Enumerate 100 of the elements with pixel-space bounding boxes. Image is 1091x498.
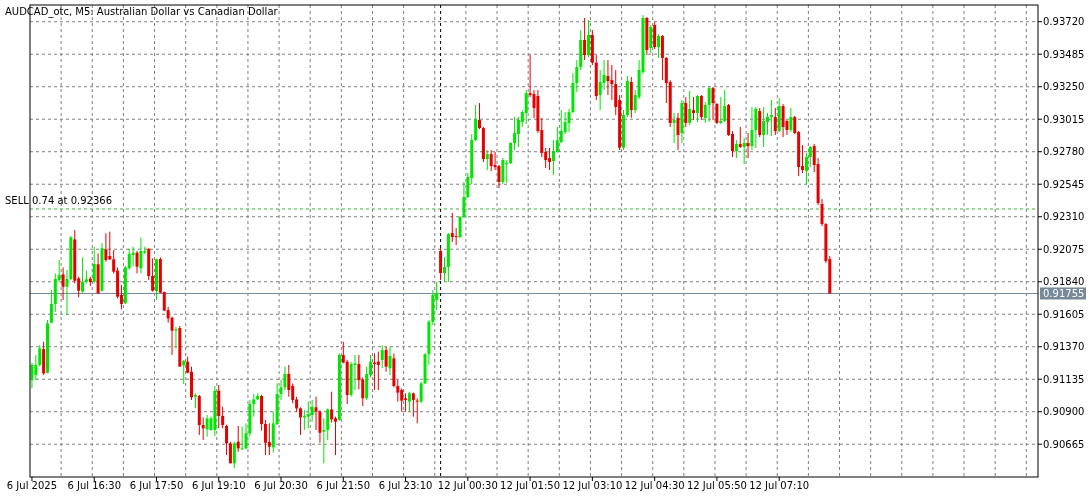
candlestick: [804, 152, 808, 186]
y-tick-label: 0.93720: [1043, 16, 1085, 28]
candlestick: [221, 406, 225, 429]
chart-title: AUDCAD_otc, M5: Australian Dollar vs Canadian Dollar: [5, 6, 279, 18]
candlestick: [773, 107, 777, 136]
candlestick: [501, 157, 505, 185]
candlestick: [746, 132, 750, 159]
candlestick: [711, 86, 715, 121]
candlestick: [388, 346, 392, 376]
candlestick: [376, 351, 380, 391]
candlestick: [750, 106, 754, 151]
candlestick: [649, 24, 653, 54]
candlestick: [766, 112, 770, 136]
y-tick-label: 0.93485: [1043, 48, 1085, 60]
x-tick-label: 12 Jul 04:30: [624, 480, 685, 491]
candlestick: [326, 407, 330, 441]
candlestick: [505, 159, 509, 184]
candlestick: [450, 212, 454, 243]
ref-line-label: 0.91755: [1043, 287, 1085, 299]
y-tick-label: 0.92310: [1043, 211, 1085, 223]
candlestick: [236, 425, 240, 453]
candlestick: [684, 96, 688, 128]
candlestick: [738, 126, 742, 149]
candlestick: [781, 103, 785, 138]
ref-line-label: SELL 0.74 at 0.92366: [5, 194, 113, 206]
candlestick: [586, 19, 590, 58]
candlestick: [548, 147, 552, 171]
candlestick: [267, 422, 271, 456]
candlestick: [263, 419, 267, 456]
y-tick-label: 0.93250: [1043, 81, 1085, 93]
candlestick: [513, 116, 517, 151]
candlestick: [34, 354, 38, 381]
candlestick: [509, 141, 513, 165]
x-tick-label: 12 Jul 00:30: [437, 480, 498, 491]
x-tick-label: 12 Jul 01:50: [500, 480, 561, 491]
candlestick: [49, 289, 53, 324]
candlestick: [298, 406, 302, 436]
candlestick: [61, 266, 65, 301]
candlestick: [439, 247, 443, 281]
candlestick: [139, 236, 143, 274]
y-tick-label: 0.93015: [1043, 113, 1085, 125]
candlestick: [742, 137, 746, 165]
x-tick-label: 12 Jul 05:50: [686, 480, 747, 491]
candlestick: [707, 86, 711, 123]
x-tick-label: 6 Jul 2025: [6, 480, 58, 491]
candlestick: [380, 344, 384, 369]
candlestick: [287, 364, 291, 398]
candlestick: [769, 99, 773, 137]
candlestick: [478, 102, 482, 130]
y-tick-label: 0.90665: [1043, 438, 1085, 450]
x-tick-label: 6 Jul 19:10: [191, 480, 246, 491]
candlestick: [225, 424, 229, 456]
candlestick: [754, 106, 758, 149]
x-tick-label: 6 Jul 17:50: [129, 480, 184, 491]
x-tick-label: 12 Jul 03:10: [562, 480, 623, 491]
candlestick: [676, 112, 680, 151]
x-tick-label: 6 Jul 16:30: [67, 480, 122, 491]
candlestick: [174, 326, 178, 349]
candlestick: [240, 426, 244, 451]
candlestick: [201, 416, 205, 441]
candlestick: [442, 256, 446, 283]
candlestick: [789, 107, 793, 133]
candlestick: [657, 33, 661, 59]
candlestick: [151, 257, 155, 293]
candlestick: [719, 96, 723, 125]
y-tick-label: 0.92780: [1043, 146, 1085, 158]
x-tick-label: 6 Jul 21:50: [316, 480, 371, 491]
candlestick: [92, 246, 96, 284]
y-tick-label: 0.91370: [1043, 341, 1085, 353]
x-tick-label: 6 Jul 20:30: [254, 480, 308, 491]
candlestick: [182, 359, 186, 385]
y-tick-label: 0.92545: [1043, 178, 1085, 190]
candlestick: [695, 94, 699, 123]
candlestick: [653, 21, 657, 50]
candlestick: [108, 231, 112, 261]
candlestick: [454, 227, 458, 246]
y-tick-label: 0.91135: [1043, 373, 1085, 385]
y-tick-label: 0.91605: [1043, 308, 1085, 320]
candlestick: [407, 391, 411, 413]
candlestick: [485, 149, 489, 171]
x-tick-label: 6 Jul 23:10: [378, 480, 433, 491]
candlestick: [808, 145, 812, 168]
candlestick: [762, 106, 766, 148]
y-tick-label: 0.90900: [1043, 406, 1085, 418]
candlestick: [310, 399, 314, 423]
candlestick: [104, 232, 108, 263]
candlestick: [400, 387, 404, 413]
candlestick: [672, 112, 676, 144]
candlestick: [415, 397, 419, 424]
candlestick: [489, 149, 493, 172]
candlestick: [38, 344, 42, 368]
candlestick: [474, 104, 478, 142]
candlestick: [516, 116, 520, 148]
candlestick: [723, 89, 727, 123]
candlestick: [232, 441, 236, 469]
y-tick-label: 0.91840: [1043, 276, 1085, 288]
candlestick: [688, 90, 692, 126]
candlestick: [330, 391, 334, 424]
candlestick: [602, 59, 606, 91]
candlestick: [660, 34, 664, 81]
